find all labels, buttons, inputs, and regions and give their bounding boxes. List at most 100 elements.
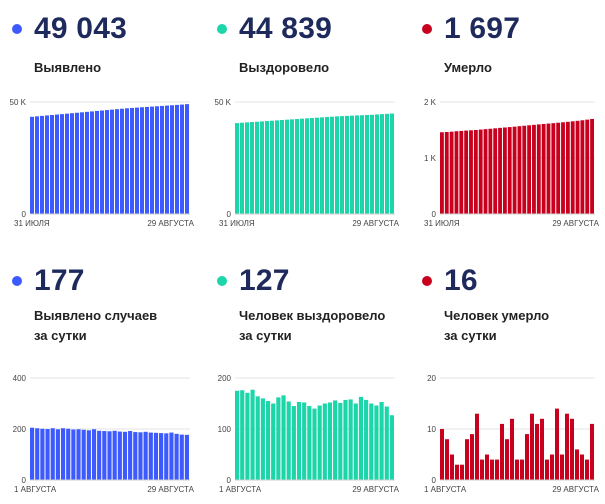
bar — [507, 127, 512, 214]
panel-recovered-daily: 127 Человек выздоровело за сутки 0 100 200… — [205, 254, 405, 504]
x-tick-label-start: 31 ИЮЛЯ — [424, 219, 460, 228]
bar — [275, 120, 279, 214]
bar — [440, 132, 444, 214]
bar — [285, 119, 289, 214]
color-dot — [422, 276, 432, 286]
bar — [370, 114, 374, 214]
y-tick-label: 0 — [227, 210, 232, 219]
bar-chart: 0 1 K 2 K 31 ИЮЛЯ 29 АВГУСТА — [424, 98, 600, 228]
bar — [305, 118, 309, 214]
bar — [86, 430, 91, 480]
bar — [590, 423, 594, 480]
y-tick-label: 20 — [427, 374, 436, 383]
bar — [71, 429, 76, 480]
bar — [133, 432, 138, 480]
bar — [565, 413, 569, 480]
bar — [460, 464, 464, 480]
bar — [389, 415, 394, 480]
bar — [60, 428, 66, 480]
bar — [546, 123, 551, 214]
bar — [145, 106, 149, 214]
bar — [440, 429, 444, 480]
bar — [250, 389, 255, 480]
bar — [532, 124, 536, 214]
bar — [320, 117, 324, 214]
bar — [169, 432, 174, 480]
bar — [300, 118, 304, 214]
bar — [45, 115, 49, 214]
bar — [502, 127, 507, 214]
bar — [464, 130, 469, 214]
bar — [81, 429, 86, 480]
panel-recovered-total: 44 839 Выздоровело 0 50 K 31 ИЮЛЯ 29 АВГУСТ… — [205, 0, 405, 250]
bar — [174, 433, 179, 480]
bar — [150, 106, 154, 214]
bar — [117, 431, 122, 480]
bar — [235, 390, 240, 480]
metric-label: Человек умерло за сутки — [444, 306, 549, 346]
bar — [55, 114, 59, 214]
y-tick-label: 0 — [432, 210, 437, 219]
bar — [561, 122, 565, 214]
bar — [40, 428, 45, 480]
bar — [469, 130, 473, 214]
bar — [375, 114, 379, 214]
x-tick-label-end: 29 АВГУСТА — [552, 485, 599, 494]
bar — [179, 434, 184, 480]
total-value: 127 — [239, 264, 290, 297]
bar — [122, 431, 128, 480]
color-dot — [217, 24, 227, 34]
bar — [255, 121, 259, 214]
bar — [353, 403, 358, 480]
color-dot — [12, 24, 22, 34]
y-tick-label: 2 K — [424, 98, 437, 107]
bar — [325, 117, 329, 214]
x-tick-label-start: 1 АВГУСТА — [14, 485, 57, 494]
bar — [295, 119, 299, 214]
x-tick-label-start: 31 ИЮЛЯ — [14, 219, 50, 228]
label-line-1: Выздоровело — [239, 60, 330, 75]
bar — [30, 116, 34, 214]
metric-label: Выявлено — [34, 58, 101, 78]
bar — [580, 454, 584, 480]
metric-label: Умерло — [444, 58, 492, 78]
bar — [280, 120, 284, 214]
panel-deaths-total: 1 697 Умерло 0 1 K 2 K 31 ИЮЛЯ 29 АВГУСТА — [410, 0, 605, 250]
x-tick-label-end: 29 АВГУСТА — [552, 219, 599, 228]
total-value: 1 697 — [444, 12, 521, 45]
bar — [115, 109, 119, 214]
bar — [355, 115, 359, 214]
bar — [276, 397, 281, 480]
bar — [517, 126, 522, 214]
total-value: 16 — [444, 264, 478, 297]
bar — [498, 127, 502, 214]
bar — [488, 128, 493, 214]
bar — [565, 121, 570, 214]
bar-chart: 0 100 200 1 АВГУСТА 29 АВГУСТА — [218, 374, 400, 494]
bar — [90, 111, 94, 214]
y-tick-label: 100 — [218, 425, 232, 434]
bar — [338, 402, 343, 480]
bar — [374, 405, 379, 480]
bar — [495, 459, 499, 480]
bar — [512, 126, 517, 214]
bar — [551, 123, 556, 214]
bar — [250, 122, 254, 214]
bar — [138, 432, 143, 480]
bar — [445, 439, 449, 480]
panel-detected-daily: 177 Выявлено случаев за сутки 0 200 400 1 А… — [0, 254, 200, 504]
bar — [165, 105, 169, 214]
bar — [130, 107, 134, 214]
bar — [307, 406, 312, 480]
x-tick-label-end: 29 АВГУСТА — [352, 219, 399, 228]
bar — [265, 400, 271, 480]
bar — [310, 118, 314, 214]
bar — [102, 431, 107, 480]
bar — [390, 113, 394, 214]
bar — [444, 131, 449, 214]
bar — [530, 413, 534, 480]
bar — [240, 390, 245, 480]
bar — [153, 432, 159, 480]
bar — [60, 114, 64, 214]
label-line-1: Выявлено случаев — [34, 308, 158, 323]
